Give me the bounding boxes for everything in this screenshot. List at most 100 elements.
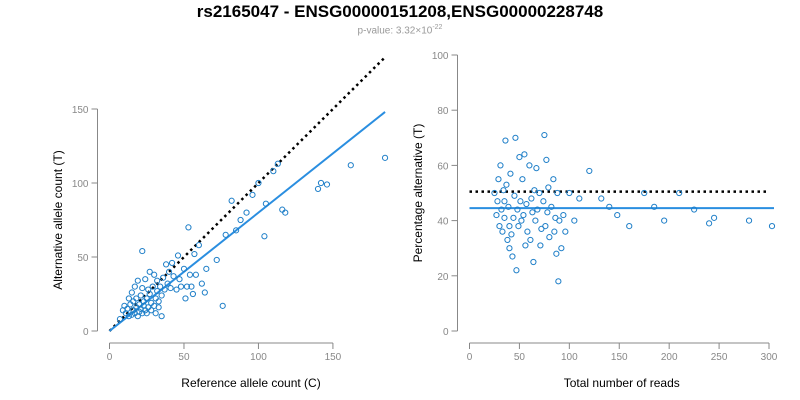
right-data-point <box>510 214 517 221</box>
left-data-point <box>185 224 192 231</box>
right-data-point <box>540 198 547 205</box>
right-data-point <box>546 234 553 241</box>
right-data-point <box>521 151 528 158</box>
left-data-point <box>125 295 132 302</box>
left-reference-line <box>108 56 386 332</box>
right-data-point <box>710 214 718 221</box>
right-data-point <box>516 154 523 161</box>
left-data-point <box>262 200 269 207</box>
right-data-point <box>506 245 513 252</box>
left-data-point <box>146 268 153 275</box>
left-data-point <box>165 268 173 275</box>
right-data-point <box>553 250 560 257</box>
right-data-point <box>520 211 527 219</box>
right-data-point <box>576 195 583 202</box>
left-data-point <box>125 313 132 320</box>
right-data-point <box>554 189 561 197</box>
right-data-point <box>514 206 521 213</box>
left-data-point <box>161 286 168 293</box>
page-title: rs2165047 - ENSG00000151208,ENSG00000228… <box>196 2 604 21</box>
right-data-point <box>513 267 520 274</box>
left-data-point <box>347 162 354 169</box>
left-data-point <box>131 283 138 290</box>
right-data-point <box>560 211 567 219</box>
left-data-point <box>255 179 262 187</box>
left-data-point <box>249 191 256 198</box>
left-data-point <box>134 277 141 284</box>
left-data-point <box>270 168 277 175</box>
percentage-alternative-scatter: 0 50 100 150 200 250 300 0 20 40 60 80 100 Total numb… <box>411 51 778 390</box>
left-data-point <box>323 181 331 188</box>
right-data-point <box>533 165 540 172</box>
left-data-point <box>177 283 185 290</box>
left-data-point <box>282 209 289 216</box>
left-data-point <box>219 302 226 309</box>
left-data-point <box>155 304 162 311</box>
left-data-point <box>243 209 250 216</box>
left-data-point <box>154 287 161 295</box>
left-y-axis-title: Alternative allele count (T) <box>51 150 65 289</box>
right-y-tick-label: 80 <box>437 106 449 117</box>
left-data-point <box>168 259 176 267</box>
right-data-point <box>498 206 505 213</box>
left-data-point <box>279 206 286 213</box>
right-data-point <box>566 189 573 197</box>
left-fit-line <box>108 111 386 332</box>
left-data-point <box>151 271 158 278</box>
right-data-point <box>555 278 562 285</box>
right-y-tick-label: 40 <box>437 217 449 228</box>
left-data-point <box>152 310 159 317</box>
right-data-point <box>504 236 511 244</box>
right-data-point <box>496 223 503 230</box>
left-data-point <box>228 197 235 204</box>
right-data-point <box>548 203 555 210</box>
right-x-tick-label: 150 <box>611 352 628 363</box>
left-data-point <box>170 273 177 280</box>
right-data-point <box>524 228 531 235</box>
left-data-point <box>139 247 146 255</box>
left-x-axis-title: Reference allele count (C) <box>181 376 320 390</box>
right-data-point <box>586 167 593 175</box>
right-data-point <box>529 209 536 216</box>
right-data-point <box>523 200 530 208</box>
right-data-point <box>506 223 513 230</box>
left-y-tick-label: 100 <box>72 179 89 190</box>
left-data-point <box>149 283 156 290</box>
right-data-point <box>497 162 504 169</box>
right-data-point <box>501 214 508 221</box>
right-data-point <box>614 211 621 219</box>
right-data-point <box>530 258 537 266</box>
right-x-axis-title: Total number of reads <box>564 376 680 390</box>
right-data-point <box>545 184 552 191</box>
left-data-point <box>176 276 183 283</box>
page-subtitle: p-value: 3.32×10-22 <box>0 24 800 36</box>
right-data-point <box>571 217 578 224</box>
left-data-point <box>180 265 188 272</box>
left-data-point <box>128 289 135 296</box>
left-data-point <box>261 233 268 240</box>
right-data-point <box>503 181 510 188</box>
left-data-point <box>124 305 131 312</box>
right-data-point <box>512 134 519 141</box>
right-data-point <box>527 236 534 244</box>
left-data-point <box>148 307 155 314</box>
right-data-point <box>706 220 713 227</box>
left-data-point <box>182 295 189 302</box>
right-data-point <box>495 176 502 183</box>
left-data-point <box>158 313 165 320</box>
left-data-point <box>160 274 167 281</box>
right-y-tick-label: 100 <box>432 51 449 62</box>
right-data-point <box>550 176 557 183</box>
right-data-point <box>494 198 501 205</box>
left-data-point <box>143 295 150 302</box>
right-data-point <box>562 228 569 235</box>
left-data-point <box>237 216 244 224</box>
subtitle-text: p-value: 3.32×10 <box>357 25 433 37</box>
left-data-point <box>137 292 144 299</box>
left-y-tick-label: 0 <box>83 327 89 338</box>
right-data-point <box>536 189 543 197</box>
left-data-point <box>152 295 159 302</box>
right-y-tick-label: 60 <box>437 161 449 172</box>
subtitle-exponent: -22 <box>432 24 443 31</box>
right-data-point <box>543 156 550 163</box>
